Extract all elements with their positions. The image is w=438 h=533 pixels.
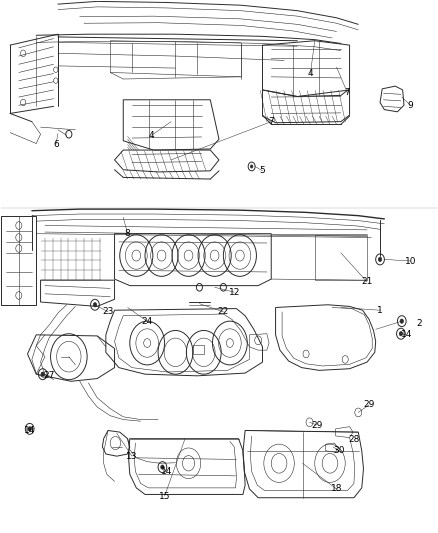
Text: 5: 5 — [260, 166, 265, 175]
Text: 29: 29 — [364, 400, 375, 409]
Text: 29: 29 — [311, 421, 323, 430]
Text: 22: 22 — [218, 308, 229, 317]
Text: 1: 1 — [377, 306, 383, 314]
Text: 4: 4 — [149, 131, 154, 140]
Text: 27: 27 — [43, 372, 55, 381]
Text: 14: 14 — [161, 467, 173, 476]
Text: 23: 23 — [102, 308, 114, 317]
Text: 30: 30 — [333, 446, 344, 455]
Text: 24: 24 — [141, 317, 153, 326]
Text: 28: 28 — [348, 435, 360, 445]
Text: 10: 10 — [405, 256, 416, 265]
Text: 14: 14 — [24, 426, 35, 435]
Text: 7: 7 — [268, 117, 274, 126]
Text: 4: 4 — [307, 69, 313, 78]
Text: 8: 8 — [125, 229, 131, 238]
Circle shape — [28, 426, 32, 431]
Circle shape — [399, 332, 403, 336]
Circle shape — [251, 165, 253, 168]
Text: 13: 13 — [126, 451, 138, 461]
Text: 18: 18 — [331, 484, 342, 494]
Circle shape — [41, 372, 45, 376]
Circle shape — [161, 465, 164, 469]
Circle shape — [400, 319, 403, 324]
Text: 2: 2 — [417, 319, 422, 328]
Circle shape — [93, 303, 97, 307]
Text: 21: 21 — [361, 277, 373, 286]
Text: 12: 12 — [229, 288, 240, 297]
Text: 15: 15 — [159, 491, 170, 500]
Text: 14: 14 — [400, 330, 412, 340]
Circle shape — [378, 257, 382, 262]
Text: 9: 9 — [408, 101, 413, 110]
Text: 6: 6 — [53, 140, 59, 149]
Text: 7: 7 — [345, 88, 350, 97]
